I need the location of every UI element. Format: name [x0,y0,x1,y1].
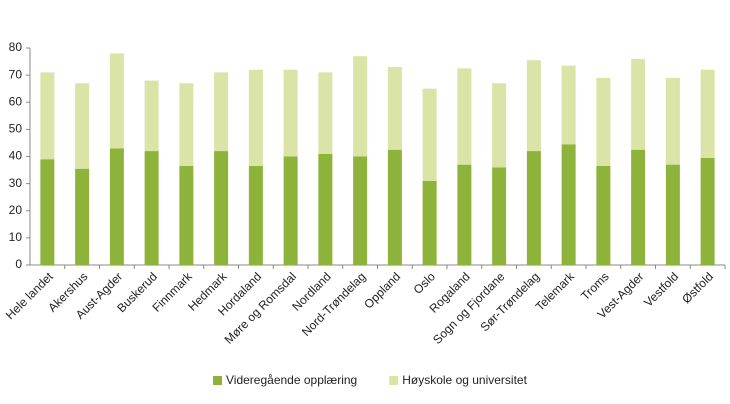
bar-segment [596,77,611,166]
y-tick-label: 40 [9,149,23,163]
bar-segment [526,60,541,152]
bar-segment [214,151,229,265]
bar-segment [109,148,124,265]
bar-segment [492,167,507,265]
x-tick-label: Telemark [533,269,578,314]
bar-segment [665,164,680,265]
y-tick-label: 10 [9,230,23,244]
y-tick-label: 30 [9,176,23,190]
y-tick-label: 80 [9,40,23,54]
bar-segment [248,69,263,166]
x-tick-label: Østfold [679,269,716,306]
legend-label: Høyskole og universitet [402,373,527,387]
x-tick-label: Hele landet [3,269,56,322]
legend-label: Videregående opplæring [226,373,357,387]
bar-segment [387,66,402,150]
bar-segment [109,53,124,149]
bar-segment [75,83,90,169]
y-tick-label: 0 [15,257,22,271]
bar-segment [353,56,368,157]
bar-segment [248,165,263,265]
bar-segment [457,68,472,165]
bar-segment [318,72,333,154]
legend-swatch [213,376,222,385]
bar-segment [179,165,194,265]
y-tick-label: 70 [9,67,23,81]
bar-segment [387,149,402,265]
x-tick-label: Vestfold [641,269,681,309]
y-tick-label: 60 [9,94,23,108]
bar-segment [318,153,333,265]
legend-swatch [389,376,399,385]
bar-segment [144,151,159,265]
bar-segment [561,65,576,145]
bar-segment [700,157,715,265]
y-tick-label: 20 [9,203,23,217]
bar-segment [353,156,368,265]
bar-segment [214,72,229,152]
bar-segment [631,149,646,265]
bar-segment [700,69,715,158]
y-tick-label: 50 [9,122,23,136]
bar-segment [179,83,194,166]
x-tick-label: Nord-Trøndelag [299,269,368,338]
bar-segment [596,165,611,265]
bar-segment [283,69,298,157]
bar-segment [283,156,298,265]
bar-segment [40,72,55,160]
bar-segment [457,164,472,265]
bar-segment [40,159,55,265]
bar-segment [665,77,680,165]
bar-segment [75,168,90,265]
bar-segment [422,88,437,181]
bar-segment [631,58,646,150]
bar-segment [526,151,541,265]
bar-segment [492,83,507,168]
x-tick-label: Oslo [411,269,439,297]
x-tick-label: Oppland [361,269,403,311]
bar-segment [422,180,437,265]
bar-segment [144,80,159,152]
bar-segment [561,144,576,265]
